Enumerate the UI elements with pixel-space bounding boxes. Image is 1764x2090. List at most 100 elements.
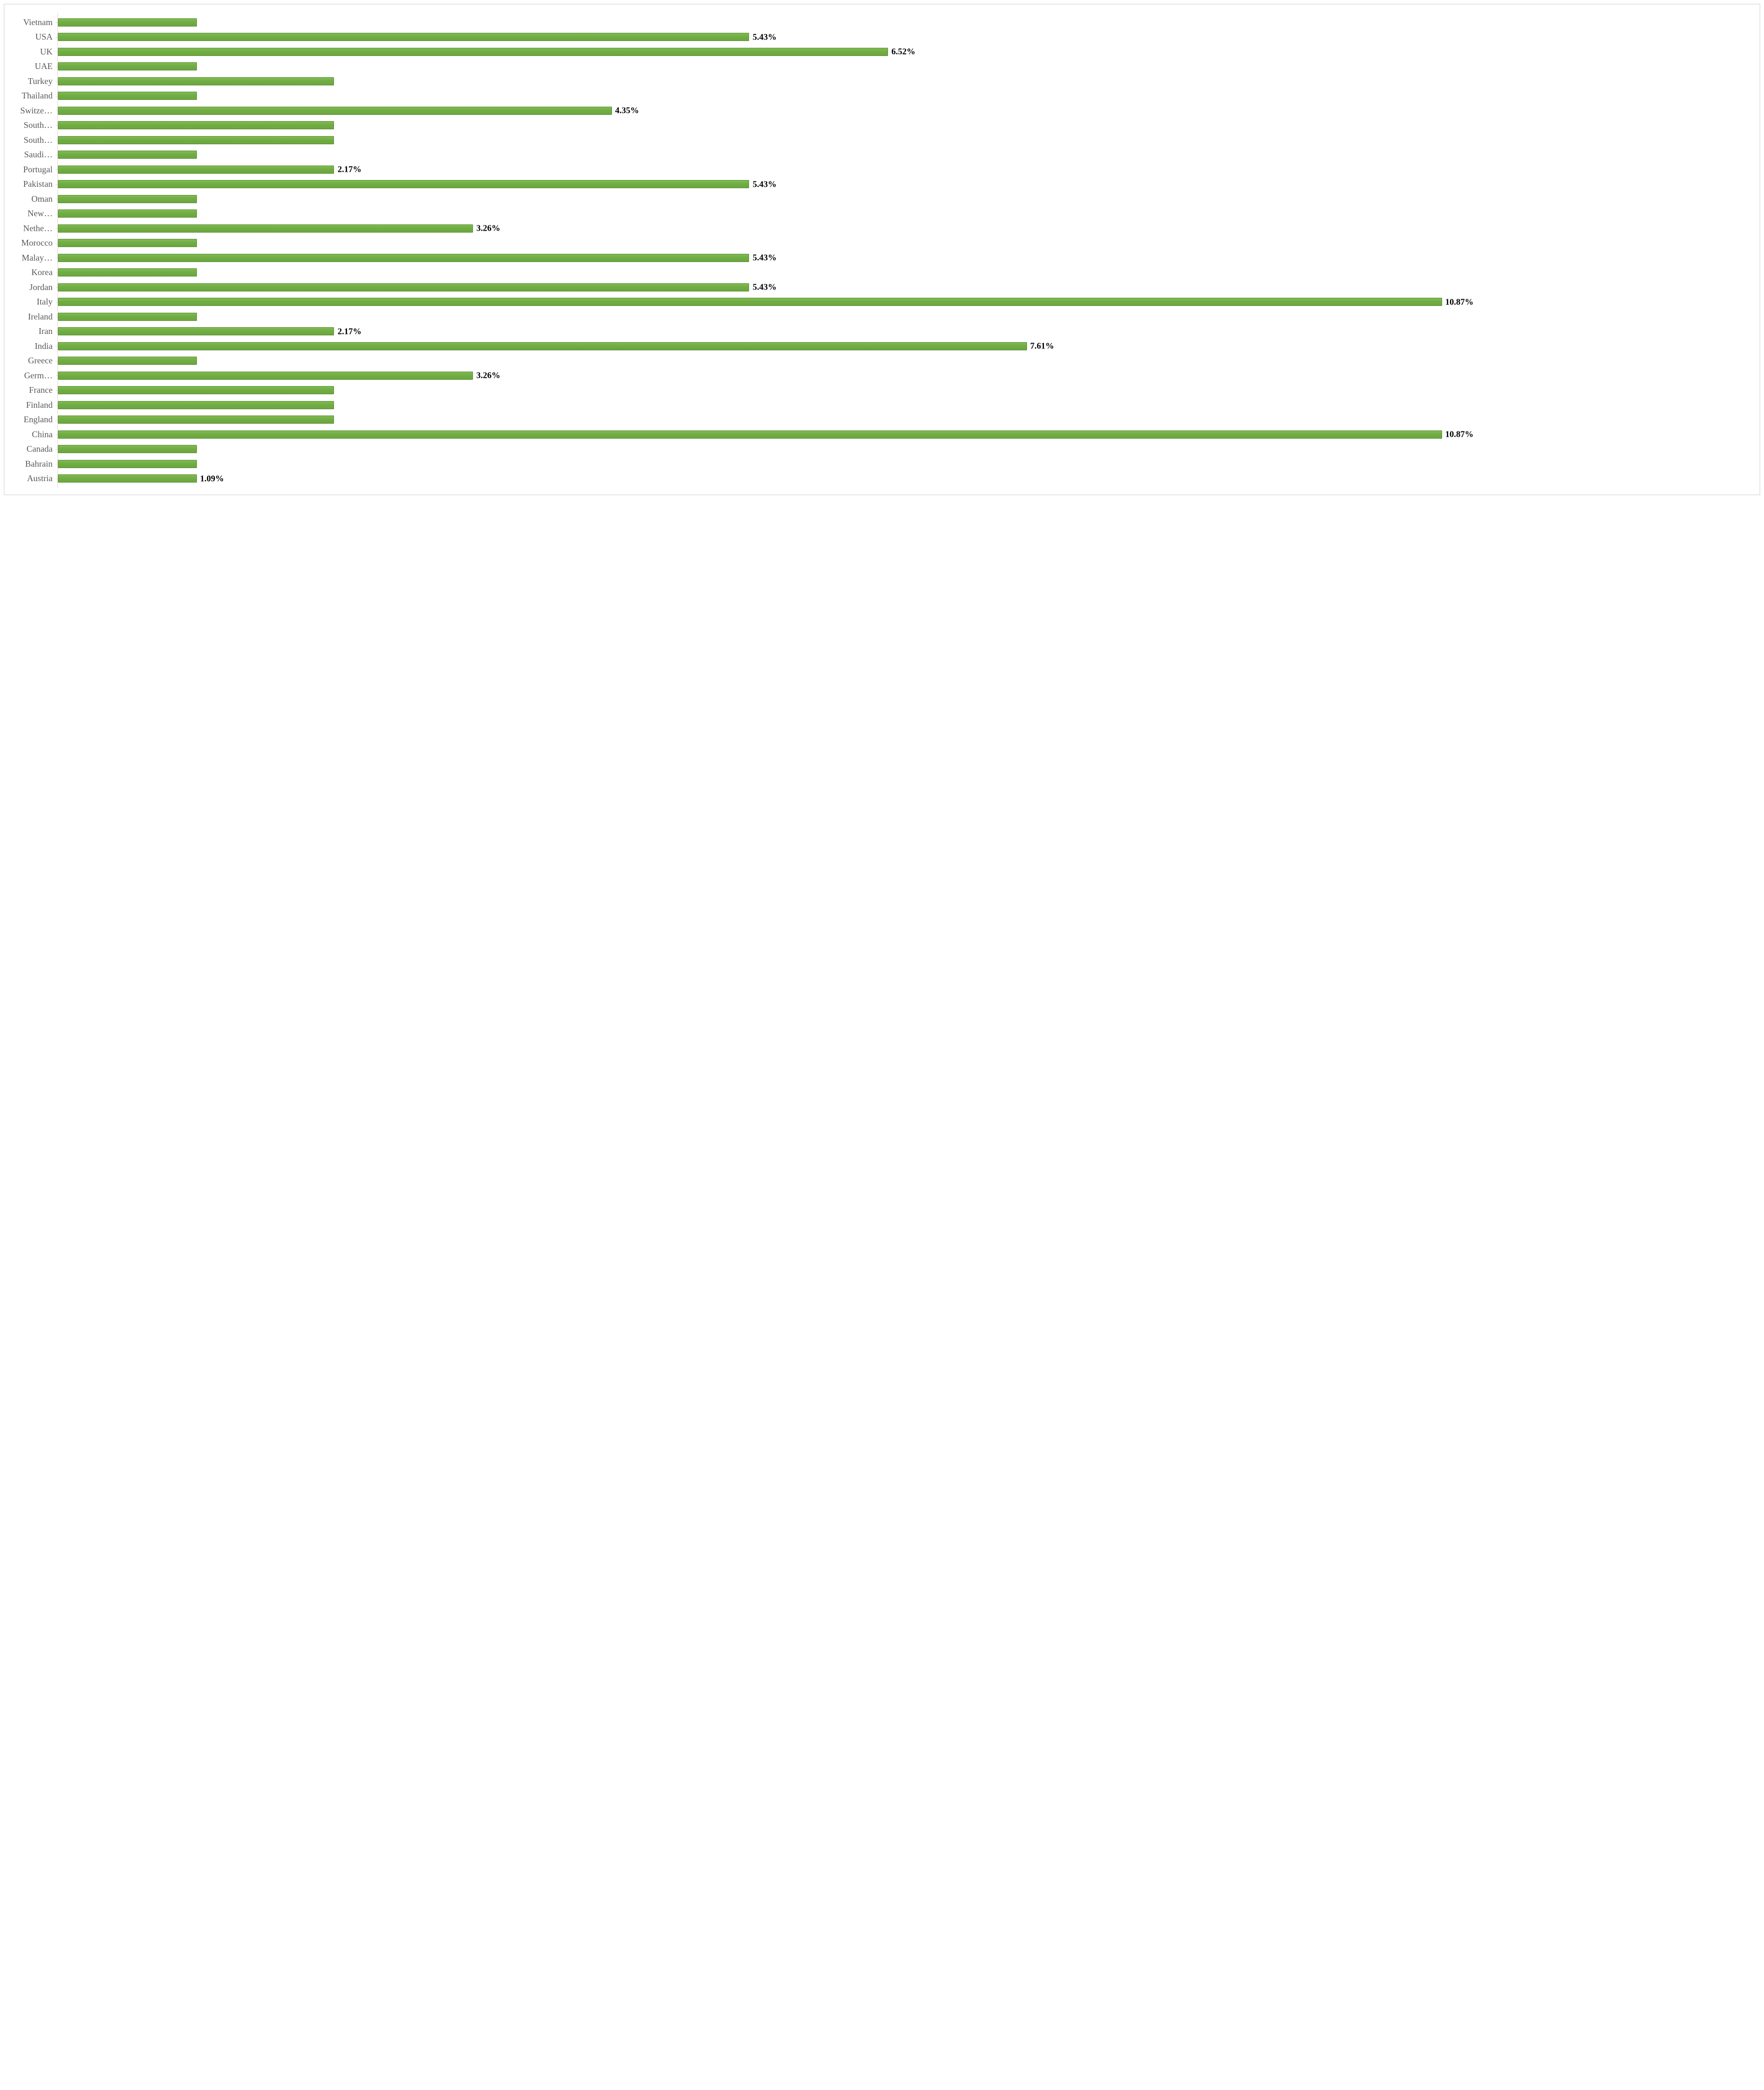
chart-row: UAE (10, 59, 1745, 74)
bar-cell: 5.43% (57, 250, 1745, 265)
bar-value-label: 2.17% (337, 326, 361, 336)
chart-row: USA5.43% (10, 30, 1745, 45)
bar: 5.43% (58, 33, 749, 41)
axis-tick (56, 375, 57, 376)
category-label: Austria (10, 473, 57, 484)
bar-value-label: 4.35% (615, 106, 639, 116)
bar-cell: 1.09% (57, 471, 1745, 486)
category-label: Bahrain (10, 459, 57, 469)
bar: 1.09% (58, 474, 197, 483)
chart-row: South… (10, 118, 1745, 133)
bar-cell (57, 398, 1745, 413)
chart-row: Italy 10.87% (10, 295, 1745, 310)
bar-cell: 5.43% (57, 280, 1745, 295)
axis-tick (56, 169, 57, 170)
bar-cell: 2.17% (57, 324, 1745, 339)
bar-chart: VietnamUSA5.43%UK6.52%UAETurkeyThailandS… (4, 4, 1760, 495)
axis-tick (56, 449, 57, 450)
bar (58, 195, 197, 203)
bar-cell (57, 59, 1745, 74)
bar-cell: 2.17% (57, 162, 1745, 177)
bar (58, 445, 197, 453)
chart-row: Nethe…3.26% (10, 221, 1745, 236)
chart-row: China 10.87% (10, 427, 1745, 442)
category-label: Portugal (10, 165, 57, 175)
bar-value-label: 10.87% (1445, 297, 1474, 307)
chart-row: Korea (10, 265, 1745, 280)
category-label: France (10, 385, 57, 395)
bar-value-label: 3.26% (476, 371, 500, 381)
category-label: Italy (10, 297, 57, 307)
chart-row: Germ…3.26% (10, 368, 1745, 383)
bar: 4.35% (58, 107, 612, 115)
axis-tick (56, 228, 57, 229)
bar-cell: 6.52% (57, 44, 1745, 59)
category-label: Turkey (10, 76, 57, 86)
category-label: Malay… (10, 253, 57, 263)
category-label: China (10, 429, 57, 440)
chart-row: Thailand (10, 89, 1745, 104)
bar (58, 357, 197, 365)
axis-tick (56, 96, 57, 97)
bar: 2.17% (58, 166, 334, 174)
chart-row: UK6.52% (10, 44, 1745, 59)
bar-cell (57, 148, 1745, 163)
chart-row: Morocco (10, 236, 1745, 251)
category-label: Switze… (10, 106, 57, 116)
bar-value-label: 10.87% (1445, 429, 1474, 440)
chart-row: Pakistan5.43% (10, 177, 1745, 192)
chart-row: Jordan5.43% (10, 280, 1745, 295)
axis-tick (56, 81, 57, 82)
category-label: Thailand (10, 91, 57, 101)
bar-cell (57, 192, 1745, 207)
category-label: Canada (10, 444, 57, 454)
chart-row: Ireland (10, 309, 1745, 324)
bar: 5.43% (58, 283, 749, 291)
bar-value-label: 7.61% (1030, 341, 1055, 351)
chart-row: New… (10, 207, 1745, 221)
bar: 3.26% (58, 224, 473, 233)
bar-value-label: 5.43% (752, 32, 777, 42)
category-label: South… (10, 135, 57, 145)
category-label: Vietnam (10, 17, 57, 28)
category-label: Finland (10, 400, 57, 410)
category-label: Nethe… (10, 223, 57, 234)
chart-row: Malay… 5.43% (10, 250, 1745, 265)
bar-cell (57, 74, 1745, 89)
axis-tick (56, 37, 57, 38)
bar-cell (57, 309, 1745, 324)
bar-cell (57, 89, 1745, 104)
bar-cell (57, 442, 1745, 457)
category-label: New… (10, 208, 57, 219)
category-label: Oman (10, 194, 57, 204)
bar-cell (57, 413, 1745, 428)
bar (58, 313, 197, 321)
bar (58, 401, 334, 409)
bar-cell: 4.35% (57, 103, 1745, 118)
bar-cell: 3.26% (57, 221, 1745, 236)
bar (58, 415, 334, 424)
bar-value-label: 2.17% (337, 165, 361, 175)
bar (58, 62, 197, 70)
bar-cell (57, 15, 1745, 30)
bar-cell (57, 118, 1745, 133)
chart-row: Bahrain (10, 457, 1745, 471)
category-label: UAE (10, 61, 57, 71)
bar: 5.43% (58, 180, 749, 188)
bar-cell (57, 236, 1745, 251)
bar (58, 460, 197, 468)
category-label: USA (10, 32, 57, 42)
chart-row: South… (10, 133, 1745, 148)
chart-row: Turkey (10, 74, 1745, 89)
bar (58, 386, 334, 394)
bar (58, 121, 334, 129)
bar-value-label: 5.43% (752, 179, 777, 189)
category-label: UK (10, 47, 57, 57)
category-label: Korea (10, 267, 57, 277)
bar (58, 151, 197, 159)
bar-value-label: 5.43% (752, 253, 777, 263)
chart-row: India 7.61% (10, 339, 1745, 354)
bar (58, 209, 197, 218)
category-label: India (10, 341, 57, 351)
chart-row: Iran2.17% (10, 324, 1745, 339)
